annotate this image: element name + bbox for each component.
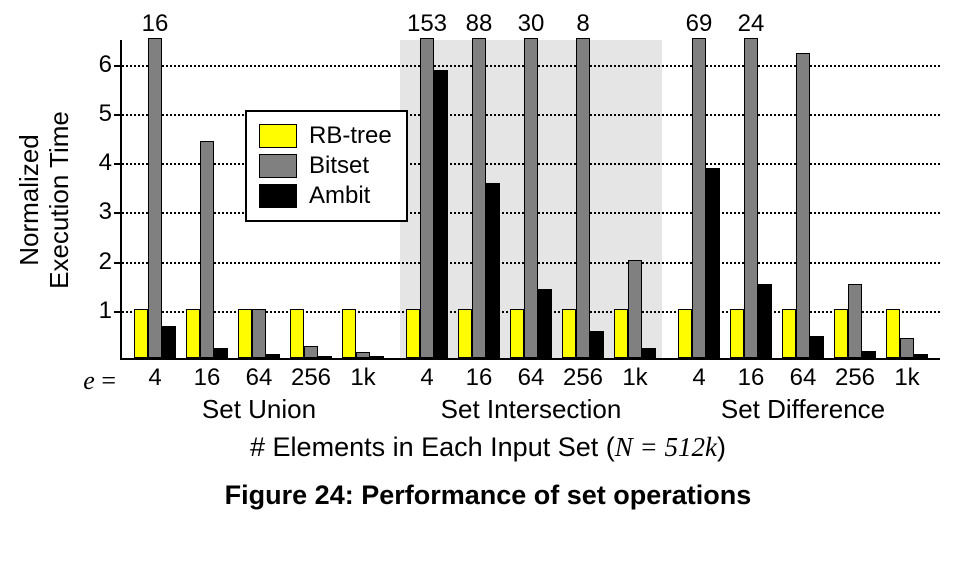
x-category-label: 1k <box>622 364 647 392</box>
bar-ambit <box>370 356 384 358</box>
clipped-bar-label: 8 <box>576 10 589 38</box>
legend-label: Bitset <box>309 152 369 180</box>
plot-area: 12345616416642561kSet Union1534881630648… <box>120 40 940 360</box>
x-category-label: 4 <box>692 364 705 392</box>
bar-rbtree <box>186 309 200 358</box>
x-axis-title: # Elements in Each Input Set (N = 512k) <box>0 432 976 463</box>
y-tick-label: 1 <box>99 297 122 325</box>
bar-bitset <box>900 338 914 358</box>
bar-rbtree <box>510 309 524 358</box>
bar-ambit <box>810 336 824 358</box>
legend-swatch <box>259 184 297 208</box>
x-category-label: 16 <box>466 364 493 392</box>
bar-rbtree <box>134 309 148 358</box>
clipped-bar-label: 24 <box>738 10 765 38</box>
legend-swatch <box>259 124 297 148</box>
bar-ambit <box>162 326 176 358</box>
bar-ambit <box>434 70 448 358</box>
bar-bitset <box>304 346 318 358</box>
bar-rbtree <box>238 309 252 358</box>
legend-row: Bitset <box>259 152 392 180</box>
bar-rbtree <box>782 309 796 358</box>
y-axis-title-line1: Normalized <box>14 134 44 266</box>
y-axis-title-line2: Execution Time <box>44 111 74 289</box>
x-axis-title-math: N = 512k <box>615 432 717 462</box>
bar-bitset <box>744 38 758 358</box>
clipped-bar-label: 153 <box>407 10 447 38</box>
y-axis-title: Normalized Execution Time <box>15 111 75 289</box>
y-tick-label: 6 <box>99 51 122 79</box>
bar-ambit <box>318 356 332 358</box>
x-category-label: 256 <box>291 364 331 392</box>
panel-label: Set Union <box>202 394 316 425</box>
figure-container: 1 2 3 4 5 6 16 4 16 64 256 1k Set Union 153 4 88 16 30 64 8… <box>0 0 976 568</box>
bar-bitset <box>420 38 434 358</box>
bar-ambit <box>590 331 604 358</box>
bar-bitset <box>252 309 266 358</box>
bar-ambit <box>642 348 656 358</box>
bar-rbtree <box>290 309 304 358</box>
bar-rbtree <box>562 309 576 358</box>
x-category-label: 4 <box>420 364 433 392</box>
bar-ambit <box>486 183 500 358</box>
panel-label: Set Difference <box>721 394 885 425</box>
legend-label: RB-tree <box>309 122 392 150</box>
x-category-label: 64 <box>790 364 817 392</box>
bar-bitset <box>796 53 810 358</box>
x-category-label: 256 <box>563 364 603 392</box>
y-tick-label: 4 <box>99 149 122 177</box>
x-axis-title-close: ) <box>717 432 726 462</box>
panel-label: Set Intersection <box>441 394 622 425</box>
bar-bitset <box>692 38 706 358</box>
bar-bitset <box>472 38 486 358</box>
bar-rbtree <box>614 309 628 358</box>
bar-rbtree <box>406 309 420 358</box>
bar-ambit <box>862 351 876 358</box>
x-category-label: 256 <box>835 364 875 392</box>
x-category-label: 64 <box>518 364 545 392</box>
y-tick-label: 5 <box>99 100 122 128</box>
bar-rbtree <box>678 309 692 358</box>
legend-row: RB-tree <box>259 122 392 150</box>
x-category-label: 1k <box>894 364 919 392</box>
bar-ambit <box>706 168 720 358</box>
clipped-bar-label: 30 <box>518 10 545 38</box>
e-equals-label: e = <box>83 366 122 396</box>
y-tick-label: 2 <box>99 248 122 276</box>
bar-ambit <box>266 354 280 358</box>
bar-rbtree <box>834 309 848 358</box>
x-category-label: 16 <box>194 364 221 392</box>
bar-rbtree <box>730 309 744 358</box>
bar-bitset <box>148 38 162 358</box>
legend: RB-treeBitsetAmbit <box>245 110 408 222</box>
x-category-label: 4 <box>148 364 161 392</box>
clipped-bar-label: 16 <box>142 10 169 38</box>
clipped-bar-label: 69 <box>686 10 713 38</box>
x-category-label: 16 <box>738 364 765 392</box>
legend-label: Ambit <box>309 182 370 210</box>
bar-rbtree <box>886 309 900 358</box>
bar-ambit <box>758 284 772 358</box>
bar-bitset <box>576 38 590 358</box>
bar-ambit <box>914 354 928 358</box>
figure-caption: Figure 24: Performance of set operations <box>0 480 976 511</box>
legend-row: Ambit <box>259 182 392 210</box>
x-axis-title-text: # Elements in Each Input Set ( <box>250 432 615 462</box>
bar-bitset <box>848 284 862 358</box>
bar-ambit <box>538 289 552 358</box>
bar-ambit <box>214 348 228 358</box>
legend-swatch <box>259 154 297 178</box>
bar-bitset <box>628 260 642 358</box>
y-tick-label: 3 <box>99 198 122 226</box>
x-category-label: 64 <box>246 364 273 392</box>
x-category-label: 1k <box>350 364 375 392</box>
bar-bitset <box>356 352 370 358</box>
clipped-bar-label: 88 <box>466 10 493 38</box>
bar-bitset <box>524 38 538 358</box>
bar-rbtree <box>342 309 356 358</box>
bar-bitset <box>200 141 214 358</box>
bar-rbtree <box>458 309 472 358</box>
